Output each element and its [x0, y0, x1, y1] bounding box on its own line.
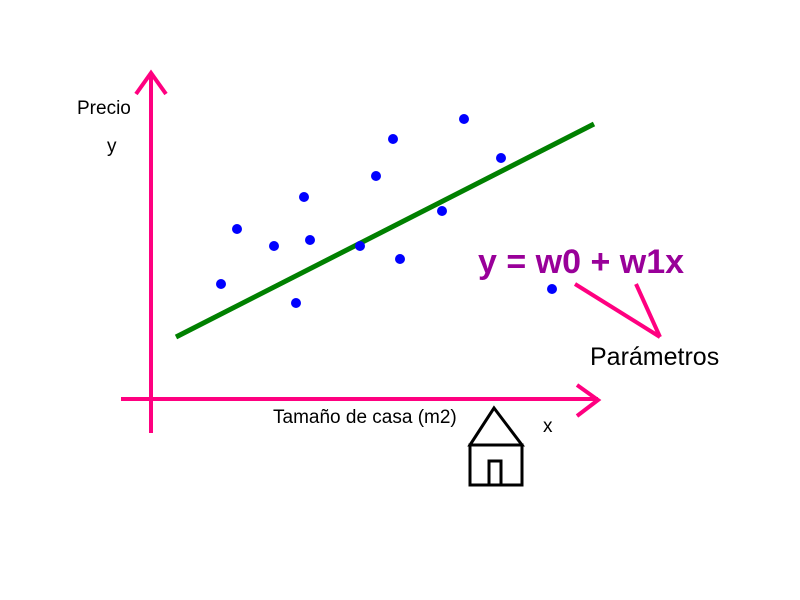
- data-point: [299, 192, 309, 202]
- y-variable-symbol: y: [107, 136, 117, 157]
- data-point: [269, 241, 279, 251]
- data-point: [437, 206, 447, 216]
- pointer-arrow-w1: [634, 283, 662, 338]
- points-layer: [216, 114, 557, 308]
- data-point: [355, 241, 365, 251]
- y-axis-title: Precio: [77, 98, 131, 119]
- data-point: [371, 171, 381, 181]
- data-point: [395, 254, 405, 264]
- pointer-arrow-w0: [573, 282, 662, 339]
- data-point: [305, 235, 315, 245]
- data-point: [547, 284, 557, 294]
- parameters-label: Parámetros: [590, 343, 720, 371]
- data-point: [216, 279, 226, 289]
- data-point: [388, 134, 398, 144]
- data-point: [459, 114, 469, 124]
- regression-line: [174, 121, 596, 340]
- parameter-pointer: [573, 282, 662, 339]
- x-axis-title: Tamaño de casa (m2): [273, 407, 457, 428]
- x-variable-symbol: x: [543, 416, 553, 437]
- axes: [121, 69, 602, 433]
- regression-formula: y = w0 + w1x: [478, 243, 685, 281]
- data-point: [291, 298, 301, 308]
- data-point: [496, 153, 506, 163]
- fit-line-layer: [174, 121, 596, 340]
- y-axis-arrowhead: [134, 69, 168, 96]
- x-axis-arrowhead: [575, 383, 602, 418]
- house-icon: [467, 405, 526, 487]
- data-point: [232, 224, 242, 234]
